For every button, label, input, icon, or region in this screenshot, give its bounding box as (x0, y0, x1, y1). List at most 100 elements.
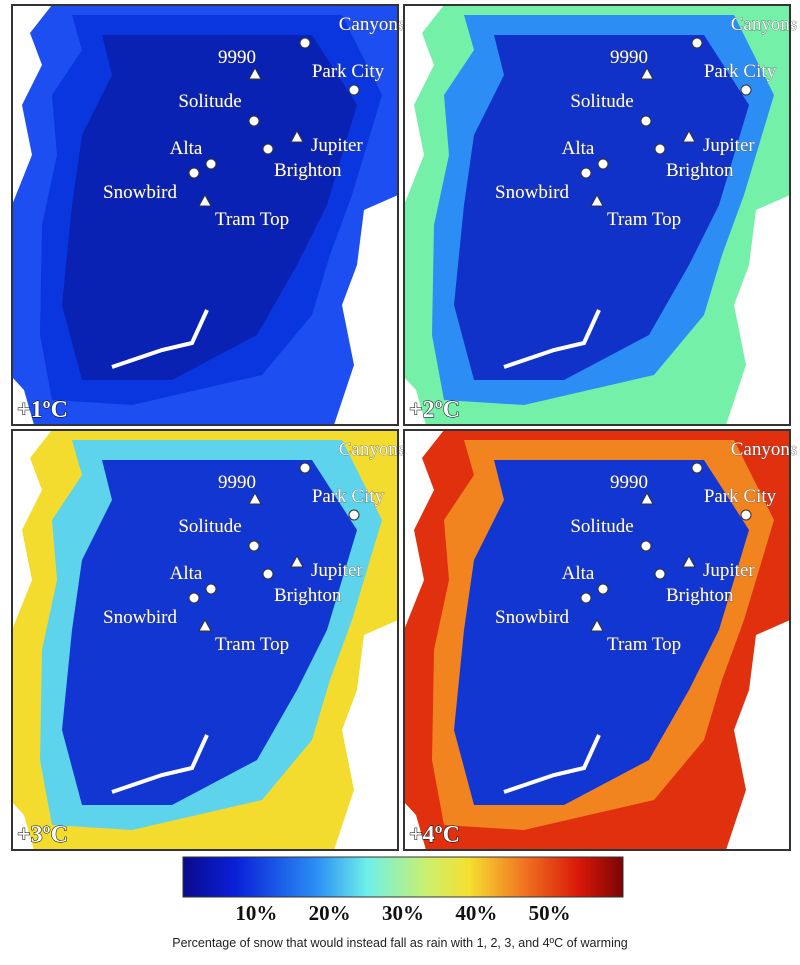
peak-marker (198, 193, 212, 207)
resort-marker (188, 592, 200, 604)
colorbar-tick-label: 10% (235, 901, 277, 925)
place-label: Snowbird (103, 607, 177, 628)
place-label: Jupiter (703, 560, 755, 581)
map-panel: Canyons 9990 Park City Solitude Jupiter Brigh… (403, 4, 798, 426)
peak-marker (290, 129, 304, 143)
panel-border (403, 429, 791, 851)
place-label: Brighton (274, 585, 342, 606)
resort-marker (205, 583, 217, 595)
peak-marker (640, 491, 654, 505)
resort-marker (640, 540, 652, 552)
colorbar-tick-label: 20% (309, 901, 351, 925)
resort-marker (740, 84, 752, 96)
place-label: Canyons (339, 439, 406, 460)
place-label: Jupiter (311, 560, 363, 581)
place-label: Alta (170, 138, 203, 159)
resort-marker (348, 84, 360, 96)
place-label: Tram Top (607, 209, 681, 230)
place-label: 9990 (610, 472, 648, 493)
peak-marker (248, 66, 262, 80)
place-label: Canyons (339, 14, 406, 35)
panel-label: +2ºC (409, 397, 460, 423)
resort-marker (597, 583, 609, 595)
peak-marker (248, 491, 262, 505)
place-label: Park City (704, 61, 777, 82)
place-label: Jupiter (311, 135, 363, 156)
place-label: Snowbird (495, 607, 569, 628)
colorbar-tick-label: 50% (529, 901, 571, 925)
resort-marker (188, 167, 200, 179)
place-label: Canyons (731, 439, 798, 460)
place-label: Solitude (570, 516, 633, 537)
resort-marker (248, 540, 260, 552)
panel-border (11, 4, 399, 426)
place-label: Park City (312, 61, 385, 82)
colorbar-tick-label: 40% (455, 901, 497, 925)
place-label: Alta (170, 563, 203, 584)
resort-marker (640, 115, 652, 127)
colorbar (182, 856, 624, 898)
panel-border (403, 4, 791, 426)
resort-marker (691, 37, 703, 49)
place-label: Brighton (666, 585, 734, 606)
panel-border (11, 429, 399, 851)
resort-marker (248, 115, 260, 127)
peak-marker (290, 554, 304, 568)
peak-marker (590, 193, 604, 207)
panel-label: +4ºC (409, 822, 460, 848)
river (503, 309, 601, 369)
place-label: Alta (562, 138, 595, 159)
panel-label: +3ºC (17, 822, 68, 848)
resort-marker (348, 509, 360, 521)
place-label: Brighton (274, 160, 342, 181)
place-label: Snowbird (495, 182, 569, 203)
place-label: Alta (562, 563, 595, 584)
river (111, 734, 209, 794)
place-label: Solitude (178, 91, 241, 112)
resort-marker (740, 509, 752, 521)
place-label: Canyons (731, 14, 798, 35)
map-panel: Canyons 9990 Park City Solitude Jupiter Brigh… (11, 4, 406, 426)
place-label: Tram Top (607, 634, 681, 655)
resort-marker (299, 462, 311, 474)
place-label: 9990 (610, 47, 648, 68)
place-label: Park City (312, 486, 385, 507)
place-label: Tram Top (215, 209, 289, 230)
resort-marker (654, 568, 666, 580)
river (111, 309, 209, 369)
resort-marker (262, 568, 274, 580)
terrain-core (454, 35, 749, 380)
caption: Percentage of snow that would instead fa… (172, 936, 628, 950)
panel-label: +1ºC (17, 397, 68, 423)
terrain-core (62, 35, 357, 380)
place-label: Park City (704, 486, 777, 507)
place-label: Brighton (666, 160, 734, 181)
resort-marker (299, 37, 311, 49)
resort-marker (580, 592, 592, 604)
terrain-core (62, 460, 357, 805)
peak-marker (590, 618, 604, 632)
resort-marker (205, 158, 217, 170)
resort-marker (691, 462, 703, 474)
place-label: 9990 (218, 472, 256, 493)
river (503, 734, 601, 794)
colorbar-tick-label: 30% (382, 901, 424, 925)
peak-marker (640, 66, 654, 80)
peak-marker (198, 618, 212, 632)
resort-marker (262, 143, 274, 155)
resort-marker (654, 143, 666, 155)
place-label: Tram Top (215, 634, 289, 655)
resort-marker (597, 158, 609, 170)
map-panel: Canyons 9990 Park City Solitude Jupiter Brigh… (11, 429, 406, 851)
place-label: Snowbird (103, 182, 177, 203)
terrain-core (454, 460, 749, 805)
map-panel: Canyons 9990 Park City Solitude Jupiter Brigh… (403, 429, 798, 851)
resort-marker (580, 167, 592, 179)
place-label: Solitude (570, 91, 633, 112)
peak-marker (682, 554, 696, 568)
peak-marker (682, 129, 696, 143)
place-label: Jupiter (703, 135, 755, 156)
place-label: Solitude (178, 516, 241, 537)
